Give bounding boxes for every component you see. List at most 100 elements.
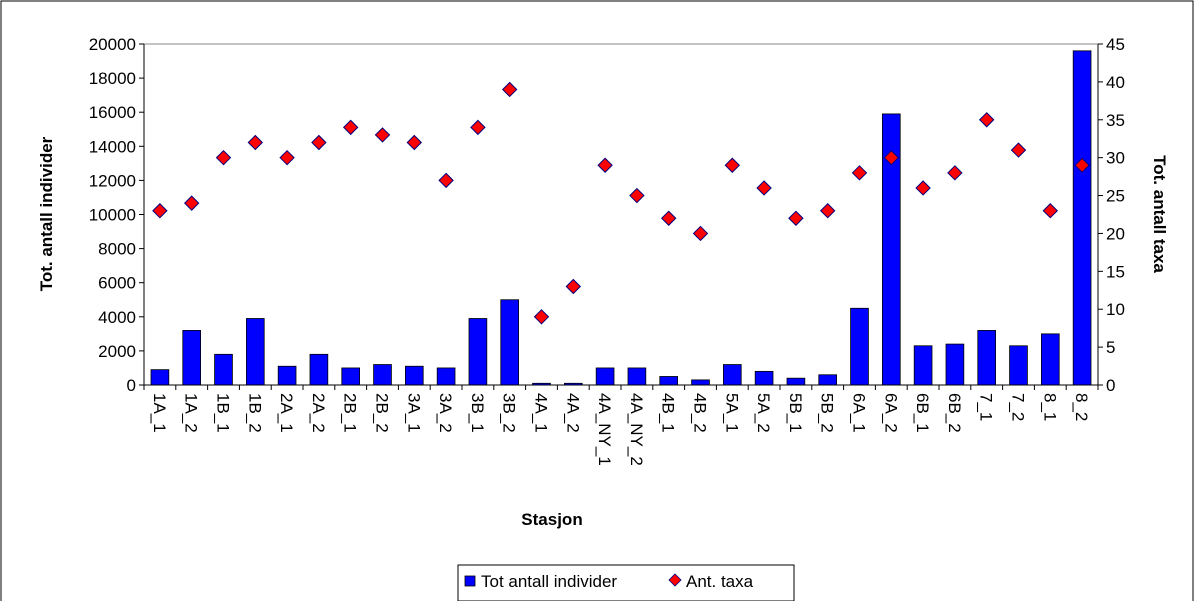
bar-3B_1 [468, 318, 488, 386]
y-tick-label: 16000 [89, 103, 136, 122]
marker-7_2 [1010, 142, 1027, 158]
y-tick-label: 14000 [89, 137, 136, 156]
bar-4A_NY_1 [595, 367, 615, 386]
x-tick-label: 3B_1 [468, 393, 487, 433]
x-tick-label: 4B_2 [691, 393, 710, 433]
x-tick-label: 7_1 [977, 393, 996, 421]
marker-6B_2 [947, 165, 963, 181]
marker-7_1 [978, 112, 995, 128]
x-tick-label: 4A_NY_2 [627, 393, 646, 466]
y2-tick-label: 45 [1106, 35, 1125, 54]
marker-4B_1 [660, 210, 677, 226]
bar-series [150, 50, 1092, 386]
marker-1B_1 [215, 149, 232, 166]
x-tick-labels: 1A_1 1A_2 1B_1 1B_2 2A_1 2A_2 2B_1 2B_2 3A_1 3A_2… [150, 393, 1091, 466]
marker-2A_2 [311, 134, 327, 151]
x-tick-label: 4A_2 [563, 393, 582, 433]
bar-7_2 [1009, 345, 1028, 386]
bar-5B_1 [786, 377, 806, 386]
y2-tick-labels: 0 5 10 15 20 25 30 35 40 45 [1106, 35, 1125, 395]
bar-3B_2 [500, 299, 520, 386]
legend-bar-swatch [464, 575, 476, 587]
marker-5A_1 [724, 157, 741, 173]
y2-tick-label: 40 [1106, 73, 1125, 92]
x-tick-label: 1B_1 [214, 393, 233, 433]
marker-2B_2 [374, 127, 391, 143]
bar-8_1 [1040, 333, 1060, 386]
legend: Tot antall individer Ant. taxa [457, 564, 795, 602]
marker-3B_2 [501, 81, 518, 98]
marker-4A_NY_1 [597, 157, 613, 173]
y2-tick-label: 0 [1106, 376, 1115, 395]
bar-7_1 [977, 330, 997, 386]
x-tick-label: 6A_1 [850, 393, 869, 433]
bar-3A_2 [436, 367, 456, 386]
y-tick-label: 6000 [98, 274, 136, 293]
marker-5A_2 [756, 180, 772, 196]
x-tick-label: 3A_2 [436, 393, 455, 433]
marker-4A_NY_2 [629, 187, 645, 204]
bar-2B_2 [373, 364, 392, 386]
y-tick-label: 4000 [98, 308, 136, 327]
x-tick-label: 5B_1 [786, 393, 805, 433]
marker-2A_1 [279, 149, 295, 166]
x-tick-label: 1A_1 [150, 393, 169, 433]
x-tick-label: 6B_1 [913, 393, 932, 433]
y2-tick-label: 30 [1106, 149, 1125, 168]
y-tick-label: 12000 [89, 171, 136, 190]
x-tick-label: 2A_1 [277, 393, 296, 433]
marker-5B_2 [819, 203, 836, 219]
y2-tick-label: 15 [1106, 262, 1125, 281]
x-tick-label: 5A_2 [754, 393, 773, 433]
marker-3A_1 [406, 134, 423, 151]
bar-4B_2 [691, 379, 710, 386]
bar-3A_1 [404, 365, 424, 386]
x-tick-label: 2A_2 [309, 393, 328, 433]
bar-2A_2 [309, 353, 329, 386]
y-tick-label: 20000 [89, 35, 136, 54]
x-tick-label: 7_2 [1009, 393, 1028, 421]
x-tick-label: 2B_1 [341, 393, 360, 433]
x-tick-label: 8_1 [1040, 393, 1059, 421]
x-tick-label: 6A_2 [881, 393, 900, 433]
x-tick-label: 4A_1 [532, 393, 551, 433]
marker-8_2 [1074, 157, 1090, 173]
bar-6A_1 [850, 307, 869, 386]
y-tick-label: 18000 [89, 69, 136, 88]
marker-3B_1 [470, 119, 486, 136]
x-tick-label: 5A_1 [722, 393, 741, 433]
x-tick-label: 6B_2 [945, 393, 964, 433]
x-tick-label: 4B_1 [659, 393, 678, 433]
y2-tick-label: 5 [1106, 338, 1115, 357]
x-axis-title: Stasjon [521, 510, 582, 529]
bar-6B_1 [913, 345, 933, 386]
x-tick-label: 3A_1 [404, 393, 423, 433]
bar-6B_2 [945, 343, 965, 386]
y-tick-label: 2000 [98, 342, 136, 361]
x-tick-label: 1A_2 [182, 393, 201, 433]
marker-6B_1 [915, 180, 931, 196]
marker-6A_1 [851, 165, 868, 181]
y-tick-labels: 0 2000 4000 6000 8000 10000 12000 14000 16000 180… [89, 35, 136, 395]
bar-1B_1 [214, 353, 233, 386]
bar-5A_1 [722, 364, 742, 386]
marker-4A_1 [533, 309, 550, 325]
plot-area [143, 43, 1099, 386]
marker-4B_2 [692, 225, 709, 242]
marker-4A_2 [565, 278, 582, 295]
y2-tick-label: 25 [1106, 187, 1125, 206]
legend-label-markers: Ant. taxa [686, 572, 754, 591]
marker-series [152, 81, 1090, 325]
bar-2B_1 [341, 367, 361, 386]
bar-4B_1 [659, 376, 679, 386]
x-tick-label: 1B_2 [245, 393, 264, 433]
axes [139, 43, 1103, 390]
legend-diamond-swatch [668, 573, 682, 587]
marker-2B_1 [342, 119, 359, 136]
y2-tick-label: 35 [1106, 111, 1125, 130]
bar-5B_2 [818, 374, 838, 386]
legend-label-bars: Tot antall individer [481, 572, 617, 591]
bar-1B_2 [245, 318, 265, 386]
y2-axis-title: Tot. antall taxa [1150, 155, 1169, 273]
